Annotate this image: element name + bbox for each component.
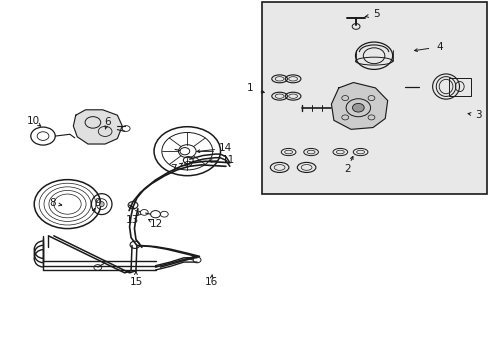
Text: 6: 6: [104, 117, 111, 127]
Bar: [447, 77, 469, 95]
Text: 15: 15: [129, 276, 142, 287]
Text: 13: 13: [125, 215, 139, 225]
Text: 4: 4: [436, 42, 443, 52]
Bar: [261, 2, 486, 194]
Circle shape: [352, 103, 364, 112]
Text: 8: 8: [49, 198, 56, 208]
Text: 16: 16: [204, 276, 218, 287]
Text: 7: 7: [170, 164, 177, 174]
Text: 2: 2: [343, 164, 350, 174]
Text: 5: 5: [372, 9, 379, 19]
Text: 9: 9: [94, 198, 101, 208]
Text: 1: 1: [246, 83, 253, 93]
Text: 12: 12: [149, 219, 163, 229]
Polygon shape: [73, 110, 122, 144]
Text: 3: 3: [474, 110, 481, 120]
Text: 10: 10: [27, 116, 40, 126]
Polygon shape: [331, 82, 387, 129]
Text: 11: 11: [222, 155, 235, 165]
Text: 14: 14: [219, 143, 232, 153]
Ellipse shape: [99, 202, 104, 207]
